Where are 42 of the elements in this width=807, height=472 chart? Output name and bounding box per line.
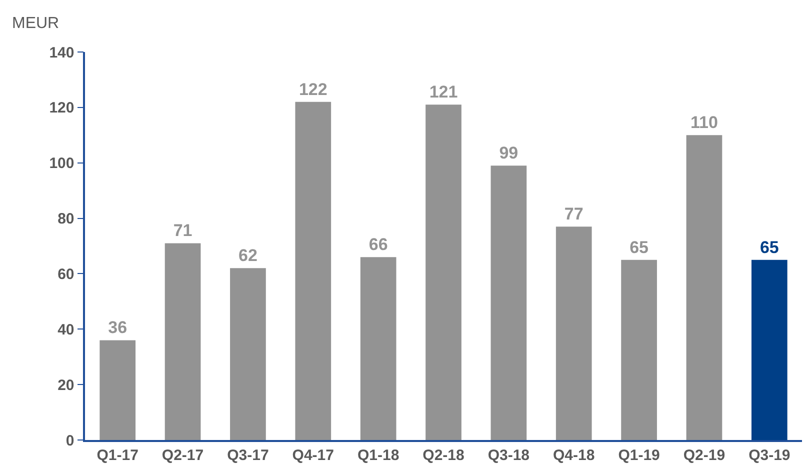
bar <box>295 102 332 440</box>
data-label: 71 <box>173 221 192 240</box>
data-label: 121 <box>429 82 458 102</box>
y-axis-title: MEUR <box>12 15 60 32</box>
bar <box>621 260 657 440</box>
x-tick-label: Q1-18 <box>357 446 400 464</box>
data-label: 110 <box>690 113 718 132</box>
x-tick-label: Q2-17 <box>162 446 204 464</box>
x-tick-label: Q3-17 <box>227 446 269 464</box>
data-label: 122 <box>298 80 328 99</box>
x-tick-label: Q4-18 <box>553 446 595 464</box>
bar <box>164 243 201 440</box>
x-tick-label: Q1-17 <box>96 446 138 464</box>
x-tick-label: Q1-19 <box>618 446 660 464</box>
y-tick-label: 60 <box>58 266 74 283</box>
bar <box>100 340 136 440</box>
data-label: 62 <box>238 246 258 266</box>
data-label: 99 <box>499 144 518 163</box>
data-label: 65 <box>630 238 649 257</box>
bar <box>490 166 527 440</box>
x-tick-label: Q4-17 <box>292 446 334 464</box>
bar <box>751 260 788 440</box>
data-label: 65 <box>760 238 779 257</box>
bar <box>556 226 592 440</box>
y-tick-label: 0 <box>66 432 74 450</box>
y-tick-label: 140 <box>49 44 74 62</box>
data-label: 66 <box>368 235 388 254</box>
data-label: 36 <box>108 318 128 338</box>
bar <box>360 257 396 440</box>
y-tick-label: 100 <box>49 155 74 172</box>
data-label: 77 <box>564 204 584 224</box>
y-tick-label: 80 <box>58 210 74 228</box>
x-tick-label: Q2-19 <box>683 446 726 464</box>
bar <box>426 104 462 440</box>
y-tick-label: 20 <box>58 376 74 394</box>
bar <box>686 135 722 440</box>
x-tick-label: Q3-19 <box>748 446 790 464</box>
y-tick-label: 40 <box>58 321 74 338</box>
x-tick-label: Q2-18 <box>422 446 464 464</box>
bar <box>230 268 266 440</box>
y-tick-label: 120 <box>49 100 74 117</box>
x-tick-label: Q3-18 <box>488 446 530 464</box>
